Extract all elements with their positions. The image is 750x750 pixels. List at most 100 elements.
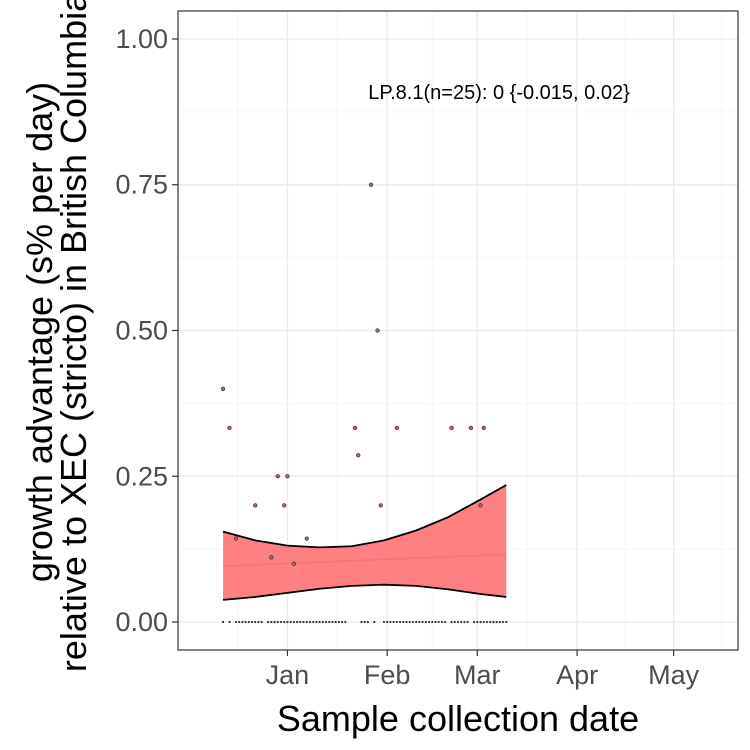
data-point-zero xyxy=(389,620,392,624)
x-tick-label: Jan xyxy=(266,660,310,690)
data-point-zero xyxy=(331,620,334,624)
data-point-zero xyxy=(267,620,270,624)
data-point-zero xyxy=(485,620,489,624)
data-point xyxy=(285,474,290,479)
data-point-zero xyxy=(241,620,244,624)
data-point-zero xyxy=(450,620,453,624)
data-point-zero xyxy=(463,620,466,624)
data-point-zero xyxy=(334,620,337,624)
data-point-zero xyxy=(318,620,321,624)
data-point-zero xyxy=(501,620,505,624)
data-point xyxy=(352,425,358,431)
data-point-zero xyxy=(260,620,263,624)
data-point-zero xyxy=(386,620,389,624)
data-point-zero xyxy=(360,620,363,624)
data-point-zero xyxy=(295,620,299,624)
data-point xyxy=(227,425,232,431)
data-point-zero xyxy=(402,620,405,624)
data-point-zero xyxy=(308,620,312,624)
x-tick-label: Mar xyxy=(454,660,501,690)
data-point xyxy=(375,328,380,333)
data-point-zero xyxy=(312,620,315,624)
data-point-zero xyxy=(244,620,247,624)
data-point-zero xyxy=(324,620,328,624)
data-point-zero xyxy=(276,620,279,624)
axis-ticks xyxy=(172,38,675,656)
data-point-zero xyxy=(250,620,254,624)
y-tick-label: 0.00 xyxy=(115,607,168,637)
data-point xyxy=(233,536,239,541)
data-point xyxy=(282,503,287,508)
annotation-text: LP.8.1(n=25): 0 {-0.015, 0.02} xyxy=(368,82,630,104)
data-point-zero xyxy=(489,620,492,624)
data-point-zero xyxy=(373,620,376,624)
data-point-zero xyxy=(337,620,341,624)
data-point-zero xyxy=(289,620,292,624)
data-point-zero xyxy=(408,620,411,624)
data-point-zero xyxy=(418,620,421,624)
data-point xyxy=(291,561,297,566)
x-axis-title: Sample collection date xyxy=(277,698,639,739)
data-point-zero xyxy=(398,620,402,624)
x-tick-label: May xyxy=(648,660,700,690)
data-point-zero xyxy=(421,620,424,624)
data-point-zero xyxy=(328,620,331,624)
data-point-zero xyxy=(286,620,289,624)
data-point-zero xyxy=(424,620,427,624)
data-point-zero xyxy=(247,620,250,624)
data-point-zero xyxy=(498,620,501,624)
data-point xyxy=(468,425,474,431)
data-point-zero xyxy=(321,620,324,624)
fit-line-group xyxy=(223,553,507,567)
data-point xyxy=(394,425,400,431)
data-point-zero xyxy=(476,620,479,624)
data-point-zero xyxy=(411,620,415,624)
data-point-zero xyxy=(495,620,498,624)
data-point xyxy=(253,503,258,508)
ribbon-upper-edge xyxy=(222,484,507,549)
data-point-zero xyxy=(466,620,469,624)
y-tick-label: 0.50 xyxy=(115,316,168,346)
data-point-zero xyxy=(382,620,386,624)
data-point-zero xyxy=(431,620,434,624)
data-point-zero xyxy=(482,620,485,624)
confidence-ribbon xyxy=(223,485,507,600)
data-point-zero xyxy=(453,620,456,624)
data-point-zero xyxy=(405,620,408,624)
data-point-zero xyxy=(505,620,508,624)
y-tick-label: 0.25 xyxy=(115,461,168,491)
data-point-zero xyxy=(302,620,305,624)
tick-labels: 0.00 0.25 0.50 0.75 1.00 Jan Feb Mar Apr May xyxy=(115,24,699,690)
data-point-zero xyxy=(363,620,366,624)
data-point xyxy=(275,474,280,479)
data-point xyxy=(368,182,374,187)
data-point xyxy=(269,555,274,560)
data-point-zero xyxy=(257,620,260,624)
data-point xyxy=(304,536,309,541)
data-point-zero xyxy=(456,620,460,624)
data-points xyxy=(220,182,508,624)
confidence-ribbon-group xyxy=(222,484,507,601)
y-axis-title-line2: relative to XEC (stricto) in British Col… xyxy=(53,0,94,672)
data-point-zero xyxy=(279,620,283,624)
data-point-zero xyxy=(444,620,447,624)
data-point xyxy=(220,386,226,391)
data-point-zero xyxy=(270,620,273,624)
data-point-zero xyxy=(344,620,347,624)
data-point-zero xyxy=(283,620,286,624)
data-point xyxy=(378,503,383,508)
data-point xyxy=(356,453,361,458)
x-tick-label: Apr xyxy=(556,660,598,690)
data-point xyxy=(478,503,483,508)
data-point-zero xyxy=(299,620,302,624)
data-point-zero xyxy=(305,620,308,624)
data-point-zero xyxy=(341,620,344,624)
data-point-zero xyxy=(395,620,398,624)
data-point-zero xyxy=(238,620,241,624)
data-point xyxy=(481,425,486,431)
data-point-zero xyxy=(434,620,437,624)
data-point-zero xyxy=(366,620,369,624)
data-point-zero xyxy=(292,620,295,624)
data-point xyxy=(449,425,454,431)
